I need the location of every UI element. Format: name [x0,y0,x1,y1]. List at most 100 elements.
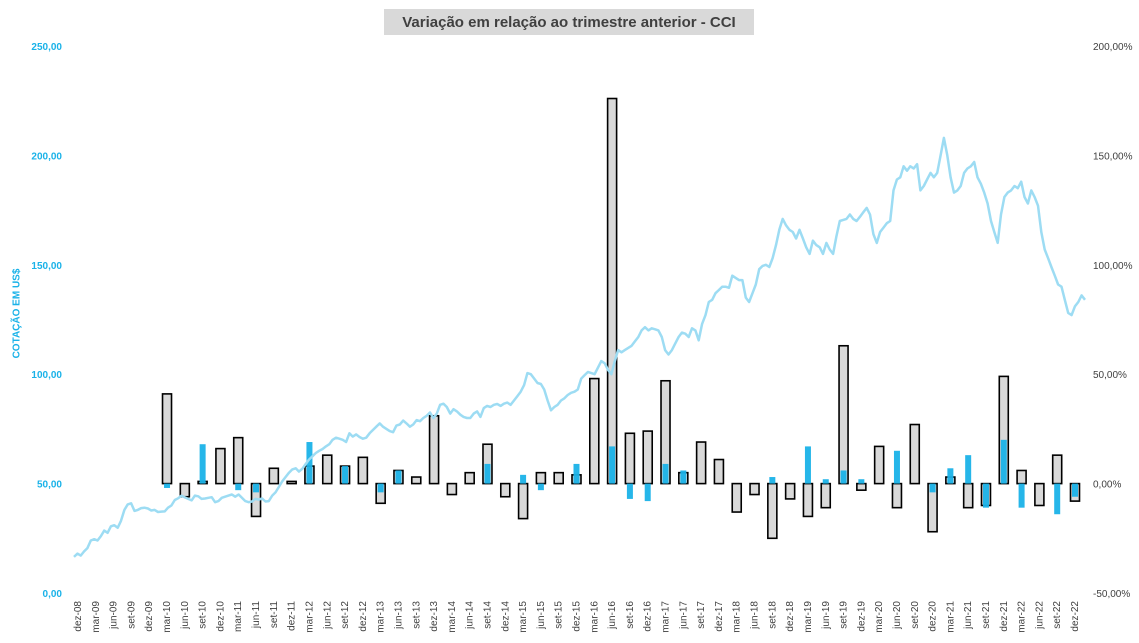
x-tick-label: jun-15 [536,601,547,630]
x-tick-label: set-17 [696,601,707,629]
qoq-bar [321,454,333,485]
blue-bar [306,442,313,484]
qoq-bar [624,432,636,485]
qoq-bar [535,471,547,485]
blue-bar [1072,483,1078,497]
x-tick-label: mar-12 [304,601,315,633]
blue-bar [822,479,829,484]
blue-bar [1054,483,1061,515]
left-tick-label: 50,00 [37,480,62,491]
blue-bar [929,483,936,493]
x-tick-label: mar-18 [732,601,743,633]
x-tick-label: mar-20 [874,601,885,633]
x-tick-label: set-22 [1052,601,1063,629]
x-tick-label: mar-16 [589,601,600,633]
qoq-bar [357,456,369,485]
x-tick-label: dez-22 [1070,601,1081,632]
x-tick-label: jun-19 [821,601,832,630]
left-tick-label: 0,00 [43,589,63,600]
x-tick-label: dez-12 [358,601,369,632]
right-tick-label: 200,00% [1093,42,1133,53]
blue-bar [947,468,954,484]
x-tick-label: dez-15 [572,601,583,632]
blue-bar [680,470,687,484]
x-tick-label: dez-08 [73,601,84,632]
x-tick-label: jun-13 [393,601,404,630]
qoq-bar [232,436,244,485]
qoq-bar [606,97,618,485]
x-tick-label: jun-10 [180,601,191,630]
qoq-bar [891,482,903,509]
x-tick-label: set-10 [198,601,209,629]
qoq-bar [660,379,671,485]
x-tick-label: set-18 [767,601,778,629]
qoq-bar [410,476,422,485]
x-tick-label: mar-10 [162,601,173,633]
x-tick-label: dez-21 [999,601,1010,632]
blue-bar [253,483,260,493]
x-tick-label: jun-12 [322,601,333,630]
blue-bar [804,446,811,484]
qoq-bar [856,482,867,491]
blue-bar [840,470,847,484]
x-tick-label: mar-14 [447,601,458,633]
x-tick-label: jun-16 [607,601,618,630]
blue-bar [626,483,633,499]
x-tick-label: dez-20 [928,601,939,632]
qoq-bar [1034,482,1045,507]
qoq-bar [820,482,832,509]
right-tick-label: 150,00% [1093,151,1133,162]
blue-bar [199,444,206,484]
x-tick-label: jun-18 [750,601,761,630]
x-tick-label: dez-19 [856,601,867,632]
blue-bar [609,446,616,484]
left-tick-label: 150,00 [31,261,62,272]
blue-bar [235,483,242,491]
x-tick-label: mar-17 [661,601,672,633]
right-tick-label: 100,00% [1093,261,1133,272]
blue-bar [537,483,544,491]
qoq-bar [215,447,226,485]
x-tick-label: set-11 [269,601,280,628]
right-tick-label: 50,00% [1093,370,1127,381]
qoq-bar [749,482,760,496]
x-tick-label: mar-13 [376,601,387,633]
qoq-bar [268,467,280,485]
qoq-bar [909,423,921,485]
x-tick-label: set-19 [839,601,850,629]
x-tick-label: set-12 [340,601,351,629]
qoq-bar [589,377,600,485]
x-tick-label: dez-17 [714,601,725,632]
qoq-bar [767,482,778,540]
x-tick-label: mar-21 [945,601,956,633]
blue-bar [395,470,402,484]
x-tick-label: dez-16 [643,601,654,632]
right-tick-label: 0,00% [1093,480,1121,491]
x-tick-label: set-15 [554,601,565,629]
qoq-bar [838,344,849,485]
left-tick-label: 100,00 [31,370,62,381]
x-axis-ticks: dez-08 mar-09 jun-09 set-09 dez-09 mar-10 jun-… [73,601,1081,633]
x-tick-label: set-16 [625,601,636,629]
x-tick-label: mar-09 [91,601,102,633]
x-tick-label: set-13 [411,601,422,629]
qoq-bar [553,471,564,485]
x-tick-label: dez-09 [144,601,155,632]
right-axis-ticks: -50,00% 0,00% 50,00% 100,00% 150,00% 200,00% [1093,42,1133,600]
left-tick-label: 250,00 [31,42,62,53]
qoq-bar [517,482,529,520]
blue-bar [769,477,776,484]
x-tick-label: jun-14 [465,601,476,630]
x-tick-label: dez-10 [215,601,226,632]
x-tick-label: jun-22 [1034,601,1045,630]
qoq-bar [962,482,974,509]
qoq-bar [802,482,814,518]
left-tick-label: 200,00 [31,151,62,162]
x-tick-label: dez-18 [785,601,796,632]
x-tick-label: dez-14 [500,601,511,632]
qoq-bar [446,482,458,496]
x-tick-label: mar-19 [803,601,814,633]
qoq-bar [161,393,173,485]
blue-bar [484,463,491,484]
